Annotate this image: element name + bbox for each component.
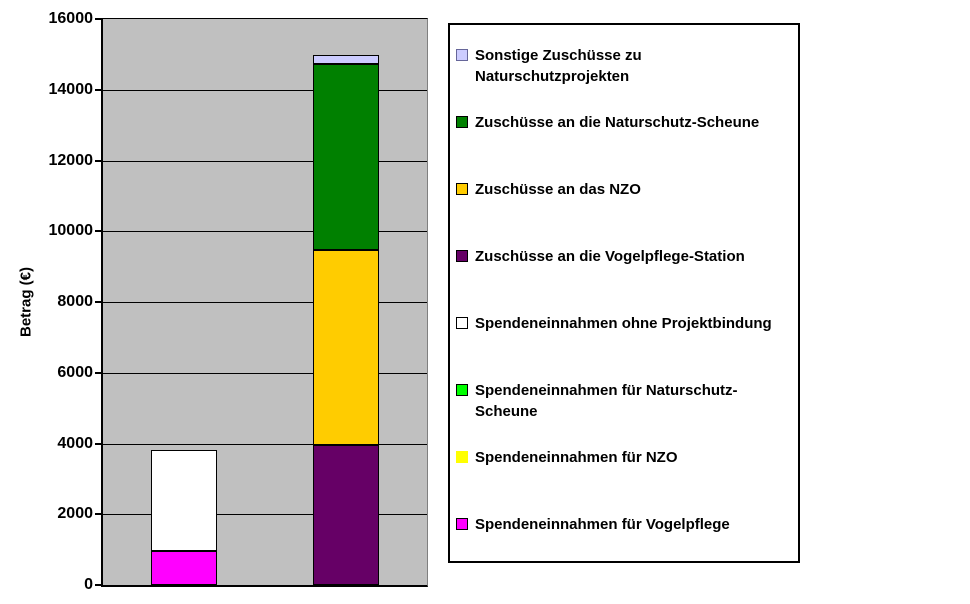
y-tick-label: 0 xyxy=(84,576,93,593)
bar xyxy=(151,450,217,585)
legend-marker-icon xyxy=(456,518,468,530)
gridline xyxy=(103,372,427,374)
y-tick-label: 16000 xyxy=(48,10,94,27)
legend-item: Spendeneinnahmen für Naturschutz-Scheune xyxy=(456,380,798,447)
legend-label: Spendeneinnahmen ohne Projektbindung xyxy=(475,315,772,332)
y-tick-label: 12000 xyxy=(48,151,94,169)
legend-item: Spendeneinnahmen für NZO xyxy=(456,447,798,514)
legend-item: Zuschüsse an das NZO xyxy=(456,179,798,246)
y-tick-mark xyxy=(95,88,103,91)
legend-marker-icon xyxy=(456,49,468,61)
bar xyxy=(313,55,379,585)
bar-segment xyxy=(313,64,379,250)
legend-marker-icon xyxy=(456,116,468,128)
legend-label: Sonstige Zuschüsse zu Naturschutzprojekt… xyxy=(475,47,642,85)
y-tick-label: 10000 xyxy=(48,222,94,240)
legend-item: Zuschüsse an die Vogelpflege-Station xyxy=(456,246,798,313)
gridline xyxy=(103,302,427,303)
legend-label: Spendeneinnahmen für Vogelpflege xyxy=(475,516,730,533)
legend-marker-icon xyxy=(456,384,468,396)
plot-area xyxy=(103,19,427,585)
y-tick-mark xyxy=(95,584,103,586)
legend-label: Zuschüsse an die Naturschutz-Scheune xyxy=(475,114,760,131)
legend-marker-icon xyxy=(456,183,468,195)
bar-segment xyxy=(151,551,217,585)
y-tick-label: 4000 xyxy=(57,434,93,452)
legend-marker-icon xyxy=(456,250,468,262)
legend-marker-icon xyxy=(456,451,468,463)
legend: Sonstige Zuschüsse zu Naturschutzprojekt… xyxy=(448,23,800,563)
bar-segment xyxy=(313,55,379,64)
legend-label: Spendeneinnahmen für NZO xyxy=(475,449,678,466)
legend-item: Spendeneinnahmen für Vogelpflege xyxy=(456,514,798,535)
legend-label: Zuschüsse an die Vogelpflege-Station xyxy=(475,248,745,265)
legend-item: Spendeneinnahmen ohne Projektbindung xyxy=(456,313,798,380)
y-tick-mark xyxy=(95,513,103,516)
gridline xyxy=(103,231,427,233)
y-tick-mark xyxy=(95,301,103,303)
legend-item: Sonstige Zuschüsse zu Naturschutzprojekt… xyxy=(456,45,798,112)
gridline xyxy=(103,443,427,445)
gridline xyxy=(103,160,427,162)
y-tick-label: 8000 xyxy=(57,293,93,310)
gridline xyxy=(103,514,427,516)
y-tick-mark xyxy=(95,159,103,162)
bar-segment xyxy=(313,250,379,445)
bar-segment xyxy=(151,450,217,551)
legend-marker-icon xyxy=(456,317,468,329)
y-tick-label: 6000 xyxy=(57,363,93,381)
legend-label: Zuschüsse an das NZO xyxy=(475,181,641,198)
gridline xyxy=(103,89,427,91)
y-tick-mark xyxy=(95,442,103,445)
y-tick-label: 14000 xyxy=(48,80,94,98)
y-tick-mark xyxy=(95,230,103,233)
bar-segment xyxy=(313,445,379,585)
y-tick-mark xyxy=(95,18,103,20)
y-tick-mark xyxy=(95,371,103,374)
legend-item: Zuschüsse an die Naturschutz-Scheune xyxy=(456,112,798,179)
legend-label: Spendeneinnahmen für Naturschutz-Scheune xyxy=(475,382,738,420)
y-tick-label: 2000 xyxy=(57,505,93,523)
